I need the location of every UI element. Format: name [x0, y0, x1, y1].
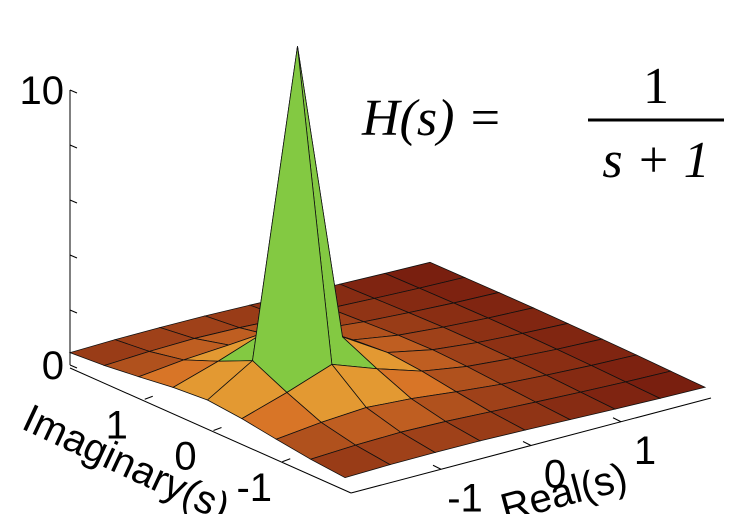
surface-patch	[309, 444, 392, 479]
z-tick-label: 0	[42, 344, 64, 388]
z-tick	[69, 89, 78, 94]
x-tick-label: 0	[544, 453, 566, 497]
z-tick	[69, 144, 78, 149]
x-tick-label: 1	[634, 429, 656, 473]
equation-denominator: s + 1	[602, 132, 709, 189]
y-tick	[282, 458, 291, 463]
y-axis	[69, 367, 352, 494]
z-tick	[69, 254, 78, 259]
x-tick	[612, 417, 622, 423]
y-tick-label: 1	[106, 403, 128, 447]
z-tick	[69, 309, 78, 314]
x-tick-label: -1	[447, 476, 483, 514]
y-tick-label: 0	[174, 435, 196, 479]
equation-numerator: 1	[643, 58, 669, 115]
z-tick-label: 10	[20, 69, 65, 113]
z-tick	[69, 364, 78, 369]
y-tick	[213, 427, 222, 431]
y-tick-label: -1	[236, 466, 272, 510]
equation-lhs: H(s) =	[361, 90, 503, 147]
surface	[68, 46, 707, 479]
z-tick	[69, 199, 78, 204]
x-tick	[432, 464, 442, 470]
y-tick	[144, 395, 153, 400]
x-tick	[522, 441, 532, 446]
